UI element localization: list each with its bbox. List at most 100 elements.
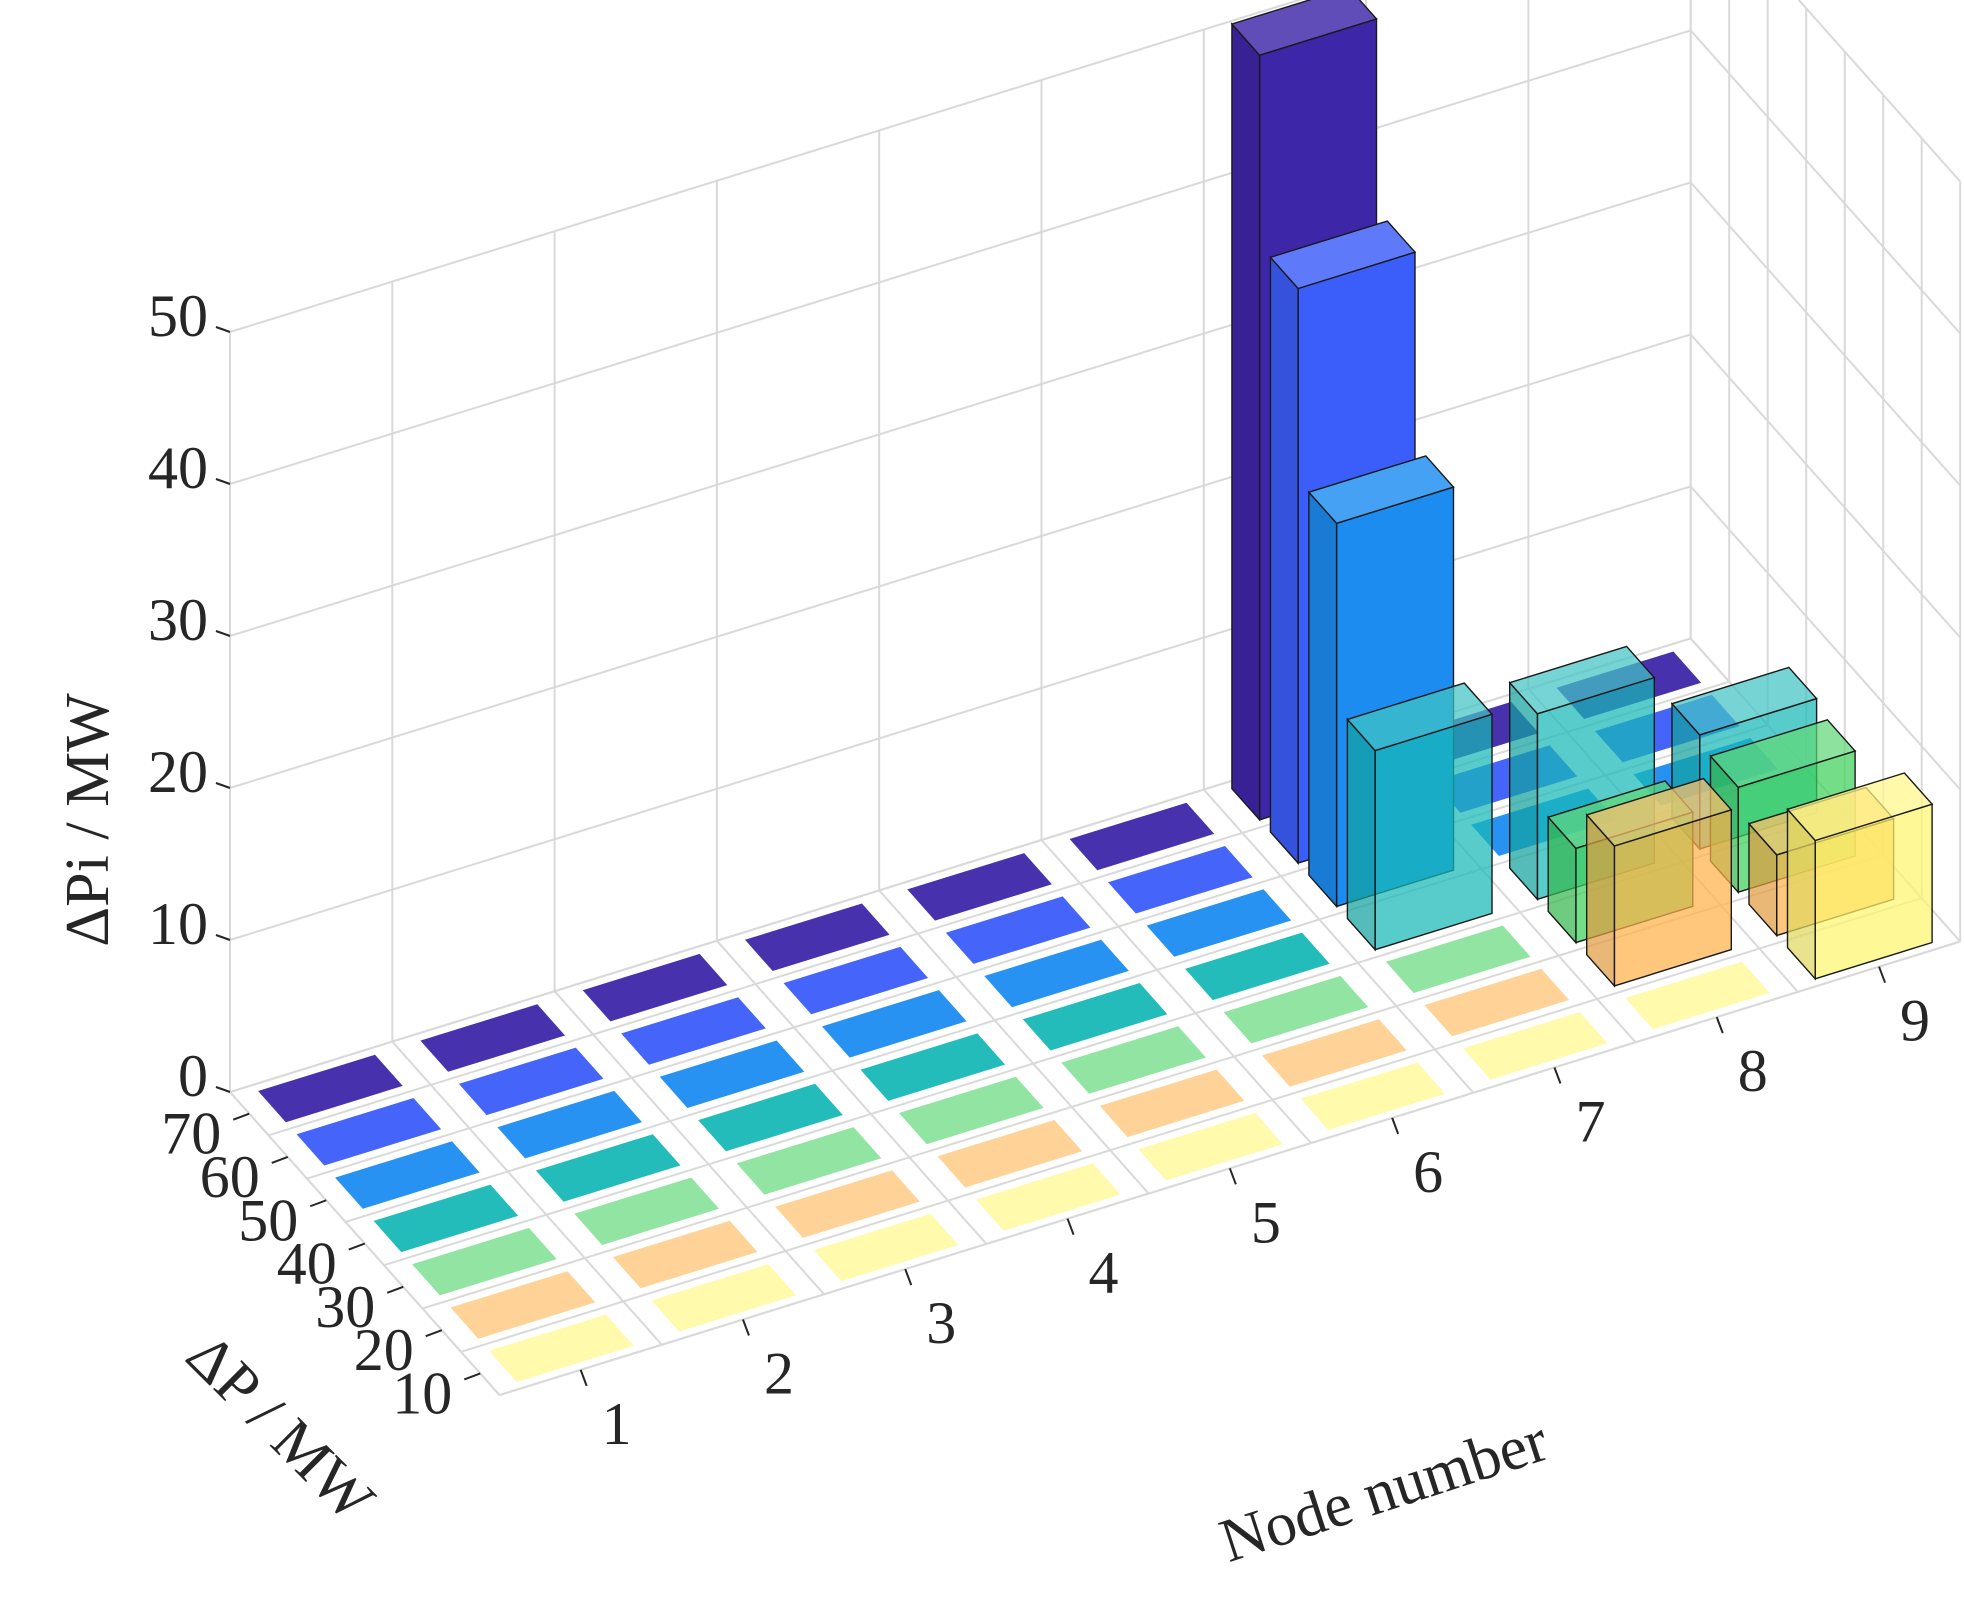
z-tick-label: 0 xyxy=(178,1043,208,1109)
z-tick-mark xyxy=(215,478,231,485)
grid-line-floor xyxy=(460,897,1922,1353)
bar--p-10-mw-node-6 xyxy=(1300,1062,1446,1130)
y-tick-mark xyxy=(463,1372,481,1381)
x-tick-label: 6 xyxy=(1413,1139,1443,1205)
bar--p-10-mw-node-2 xyxy=(651,1264,796,1332)
z-tick-mark xyxy=(215,1086,231,1093)
y-tick-mark xyxy=(425,1329,443,1338)
bar--p-30-mw-node-2 xyxy=(574,1177,719,1245)
bar--p-60-mw-node-3 xyxy=(621,997,766,1065)
bar--p-70-mw-node-1 xyxy=(258,1054,403,1123)
bar--p-30-mw-node-5 xyxy=(1061,1026,1206,1094)
bar--p-40-mw-node-1 xyxy=(373,1184,519,1253)
grid-line-floor xyxy=(1203,788,1475,1094)
bar--p-10-mw-node-4 xyxy=(976,1163,1121,1231)
bar--p-20-mw-node-3 xyxy=(775,1170,920,1238)
bar--p-30-mw-node-4 xyxy=(899,1076,1044,1145)
bar--p-40-mw-node-5 xyxy=(1022,983,1168,1051)
bar--p-60-mw-node-1 xyxy=(296,1098,442,1166)
grid-line-back-horizontal xyxy=(229,0,1303,333)
x-tick-mark xyxy=(1391,1117,1400,1135)
z-tick-label: 20 xyxy=(148,739,208,805)
x-tick-label: 2 xyxy=(764,1341,794,1407)
grid-line-back-horizontal xyxy=(229,29,1691,485)
x-tick-label: 9 xyxy=(1900,988,1930,1054)
x-tick-mark xyxy=(579,1369,588,1387)
bars xyxy=(258,0,1934,1382)
y-tick-label: 40 xyxy=(277,1231,337,1297)
bar--p-30-mw-node-1 xyxy=(412,1227,557,1296)
bar--p-50-mw-node-3 xyxy=(659,1040,805,1108)
x-tick-label: 5 xyxy=(1251,1189,1281,1255)
z-tick-mark xyxy=(215,630,231,637)
z-tick-mark xyxy=(215,782,231,789)
y-tick-mark xyxy=(348,1242,366,1251)
bar--p-20-mw-node-7 xyxy=(1424,968,1569,1037)
bar--p-20-mw-node-6 xyxy=(1262,1019,1407,1087)
z-tick-label: 40 xyxy=(148,435,208,501)
bar--p-10-mw-node-1 xyxy=(489,1314,634,1382)
bar--p-10-mw-node-5 xyxy=(1138,1112,1283,1181)
grid-line-floor xyxy=(878,889,1150,1195)
x-tick-mark xyxy=(1715,1016,1724,1034)
bar--p-20-mw-node-2 xyxy=(612,1220,758,1289)
x-tick-label: 7 xyxy=(1575,1089,1605,1155)
bar--p-50-mw-node-4 xyxy=(822,990,967,1058)
z-axis-label: ΔPi / MW xyxy=(54,693,122,947)
y-tick-label: 30 xyxy=(315,1274,375,1340)
bar--p-10-mw-node-9 xyxy=(1786,772,1934,981)
y-tick-mark xyxy=(232,1112,250,1121)
grid-line-floor xyxy=(1040,839,1312,1144)
bar--p-10-mw-node-8 xyxy=(1625,961,1770,1030)
bar--p-40-mw-node-3 xyxy=(698,1083,843,1152)
y-tick-label: 70 xyxy=(161,1101,221,1167)
x-axis-label: Node number xyxy=(1212,1406,1556,1576)
x-tick-mark xyxy=(904,1268,913,1286)
bar--p-20-mw-node-4 xyxy=(937,1120,1083,1188)
y-tick-label: 50 xyxy=(238,1187,298,1253)
grid-line-side-horizontal xyxy=(1689,485,1961,791)
x-tick-label: 1 xyxy=(602,1391,632,1457)
y-tick-label: 20 xyxy=(354,1317,414,1383)
bar--p-20-mw-node-8 xyxy=(1585,777,1733,988)
bar--p-20-mw-node-1 xyxy=(450,1271,596,1339)
bar--p-70-mw-node-5 xyxy=(907,853,1052,921)
bar--p-30-mw-node-6 xyxy=(1223,975,1369,1044)
grid-line-side-horizontal xyxy=(1797,0,1961,183)
y-tick-mark xyxy=(386,1285,404,1294)
x-tick-mark xyxy=(742,1319,750,1336)
grid-line-side-horizontal xyxy=(1689,333,1961,639)
grid-line-side-horizontal xyxy=(1689,29,1961,335)
x-tick-mark xyxy=(1228,1167,1237,1185)
grid-line-floor xyxy=(716,940,988,1245)
bar--p-70-mw-node-2 xyxy=(420,1004,565,1072)
bar--p-10-mw-node-3 xyxy=(813,1213,959,1282)
bar--p-40-mw-node-4 xyxy=(860,1033,1006,1101)
x-tick-mark xyxy=(1878,966,1886,984)
bar--p-30-mw-node-7 xyxy=(1385,925,1531,993)
bar--p-50-mw-node-5 xyxy=(984,939,1129,1008)
y-tick-mark xyxy=(271,1156,289,1164)
bar--p-50-mw-node-2 xyxy=(497,1090,642,1159)
bar--p-60-mw-node-6 xyxy=(1108,846,1253,914)
bar--p-70-mw-node-6 xyxy=(1069,802,1215,871)
z-tick-mark xyxy=(215,934,231,941)
grid-line-back-horizontal xyxy=(229,333,1691,789)
grid-line-floor xyxy=(553,990,825,1295)
bar--p-60-mw-node-5 xyxy=(945,896,1091,964)
z-tick-mark xyxy=(215,326,231,333)
x-tick-label: 3 xyxy=(926,1290,956,1356)
grid-line-back-horizontal xyxy=(229,181,1691,637)
y-tick-mark xyxy=(309,1199,327,1208)
bar--p-50-mw-node-1 xyxy=(335,1141,480,1209)
y-tick-label: 60 xyxy=(200,1144,260,1210)
x-tick-label: 4 xyxy=(1089,1240,1119,1306)
bar--p-70-mw-node-3 xyxy=(582,953,728,1022)
bar--p-40-mw-node-7 xyxy=(1346,682,1494,952)
z-tick-label: 10 xyxy=(148,891,208,957)
bar--p-60-mw-node-2 xyxy=(458,1047,604,1116)
z-tick-label: 50 xyxy=(148,283,208,349)
bar--p-40-mw-node-2 xyxy=(535,1134,681,1202)
